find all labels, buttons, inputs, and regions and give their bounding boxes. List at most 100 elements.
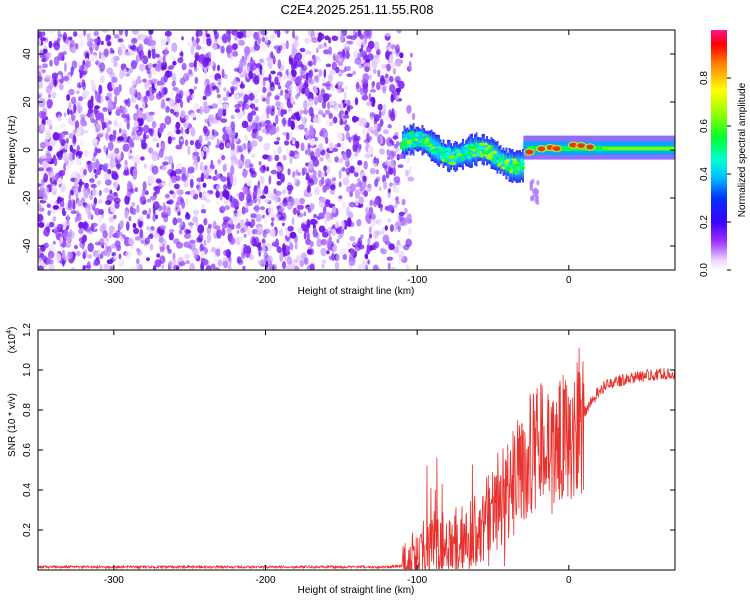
noise-cell — [246, 179, 252, 187]
noise-cell — [208, 248, 213, 254]
noise-cell — [204, 198, 211, 203]
noise-cell — [166, 36, 171, 44]
band-cell — [463, 155, 468, 159]
noise-cell — [154, 259, 162, 268]
noise-cell — [156, 60, 162, 69]
noise-cell — [196, 30, 203, 37]
noise-cell — [66, 251, 74, 259]
noise-cell — [99, 263, 103, 270]
noise-cell — [183, 181, 189, 188]
noise-cell — [348, 105, 354, 110]
noise-cell — [213, 39, 219, 45]
noise-cell — [345, 167, 351, 175]
noise-cell — [226, 227, 232, 234]
band-column — [475, 132, 478, 167]
noise-cell — [362, 73, 370, 82]
noise-cell — [109, 47, 114, 55]
noise-cell — [260, 30, 268, 36]
noise-cell — [162, 54, 166, 64]
band-column — [444, 143, 446, 166]
noise-cell — [123, 108, 128, 114]
noise-cell — [352, 71, 356, 75]
noise-cell — [164, 30, 172, 37]
noise-cell — [76, 160, 82, 166]
noise-cell — [78, 228, 84, 235]
noise-cell — [247, 100, 253, 106]
noise-cell — [256, 86, 264, 92]
noise-cell — [318, 225, 326, 233]
noise-cell — [292, 139, 296, 145]
noise-cell — [38, 97, 46, 108]
noise-cell — [259, 175, 265, 185]
noise-cell — [394, 75, 401, 84]
hot-spot-ring — [551, 144, 563, 153]
noise-cell — [378, 186, 382, 191]
noise-cell — [377, 69, 381, 78]
noise-cell — [187, 145, 191, 156]
noise-cell — [356, 240, 362, 249]
noise-cell — [389, 159, 395, 169]
noise-cell — [398, 257, 402, 264]
noise-cell — [304, 50, 312, 55]
noise-cell — [307, 60, 313, 67]
noise-cell — [369, 74, 372, 81]
noise-cell — [64, 142, 68, 150]
noise-cell — [82, 265, 86, 270]
noise-cell — [369, 199, 374, 207]
noise-cell — [70, 96, 77, 105]
noise-cell — [318, 68, 323, 77]
noise-cell — [123, 68, 127, 77]
noise-cell — [116, 122, 123, 129]
noise-cell — [388, 150, 395, 161]
noise-cell — [89, 194, 93, 200]
noise-cell — [292, 101, 296, 105]
noise-cell — [169, 228, 175, 233]
noise-cell — [215, 190, 220, 199]
noise-cell — [393, 176, 401, 184]
noise-cell — [207, 141, 212, 147]
noise-cell — [276, 136, 281, 142]
tail-cell — [534, 197, 538, 204]
noise-cell — [41, 160, 48, 169]
noise-cell — [102, 107, 108, 112]
noise-cell — [397, 244, 404, 249]
noise-cell — [80, 243, 86, 249]
noise-cell — [186, 42, 193, 47]
narrow-band-core — [527, 146, 675, 151]
noise-cell — [387, 262, 391, 270]
noise-cell — [63, 163, 66, 172]
noise-cell — [51, 72, 58, 79]
noise-cell — [364, 89, 368, 97]
noise-cell — [236, 229, 240, 235]
noise-cell — [371, 243, 377, 251]
noise-cell — [405, 169, 409, 177]
noise-cell — [204, 136, 210, 141]
noise-cell — [306, 185, 311, 194]
noise-cell — [353, 171, 359, 178]
noise-cell — [284, 140, 290, 146]
noise-cell — [358, 196, 364, 205]
noise-cell — [105, 34, 112, 41]
noise-cell — [366, 101, 374, 107]
band-cell — [445, 154, 449, 159]
noise-cell — [198, 135, 203, 144]
noise-cell — [144, 190, 149, 196]
noise-cell — [173, 104, 180, 113]
band-cell — [449, 161, 456, 166]
noise-cell — [408, 60, 412, 70]
noise-cell — [368, 136, 373, 141]
snr-x-tick-label: -300 — [104, 575, 124, 586]
noise-cell — [287, 108, 292, 112]
noise-cell — [148, 207, 152, 215]
noise-cell — [348, 256, 356, 267]
noise-cell — [319, 196, 327, 203]
noise-cell — [110, 135, 116, 142]
noise-cell — [399, 52, 404, 59]
noise-cell — [181, 173, 186, 180]
spectrogram-y-tick-label: 40 — [22, 48, 33, 60]
noise-cell — [367, 259, 370, 265]
noise-cell — [190, 189, 195, 197]
noise-cell — [62, 152, 69, 163]
noise-cell — [138, 33, 146, 41]
noise-cell — [221, 222, 228, 229]
